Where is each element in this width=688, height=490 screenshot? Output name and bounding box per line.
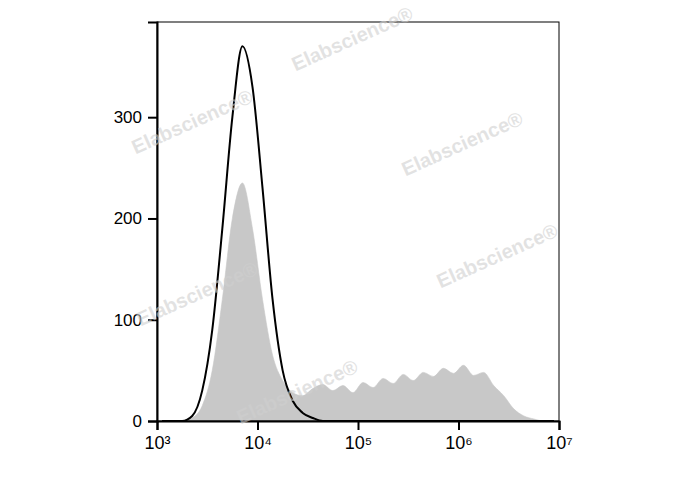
x-axis: 10³ 10⁴ 10⁵ 10⁶ 10⁷ [144,421,572,453]
watermark: Elabscience® [398,107,526,180]
watermark: Elabscience® [133,257,261,330]
watermark: Elabscience® [128,85,256,158]
x-tick-mark [559,421,561,430]
y-tick-mark [148,421,157,423]
x-tick-label: 10⁴ [244,433,272,453]
y-axis: 0100200300 [114,23,158,431]
x-tick-label: 10³ [144,433,170,453]
y-tick: 0 [133,412,157,431]
watermark: Elabscience® [233,355,361,428]
watermark: Elabscience® [288,2,416,75]
x-tick-label: 10⁶ [445,433,472,453]
x-axis-line [158,422,560,431]
y-tick-mark [148,117,157,119]
x-tick-mark [257,421,259,430]
plot-frame [157,22,559,421]
y-tick-label: 200 [114,209,142,228]
y-axis-line [148,23,158,422]
x-tick: 10³ [144,421,170,453]
x-tick-mark [458,421,460,430]
y-tick-label: 300 [114,108,142,127]
y-tick-label: 0 [133,412,142,431]
y-tick: 300 [114,108,157,127]
x-tick: 10⁷ [546,421,573,453]
x-tick: 10⁴ [244,421,272,453]
x-tick-label: 10⁵ [345,433,372,453]
x-tick: 10⁶ [445,421,472,453]
chart: 10³10⁴10⁵10⁶10⁷0100200300Elabscience®Ela… [0,0,688,490]
x-tick: 10⁵ [345,421,372,453]
x-tick-mark [358,421,360,430]
y-tick-mark [148,218,157,220]
watermark: Elabscience® [433,219,561,292]
area-series [162,183,554,421]
plot: 10³10⁴10⁵10⁶10⁷0100200300 [114,22,573,453]
x-tick-label: 10⁷ [546,433,573,453]
y-tick: 200 [114,209,157,228]
